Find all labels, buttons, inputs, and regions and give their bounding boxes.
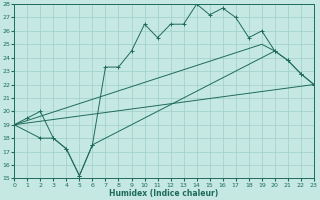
X-axis label: Humidex (Indice chaleur): Humidex (Indice chaleur) — [109, 189, 219, 198]
